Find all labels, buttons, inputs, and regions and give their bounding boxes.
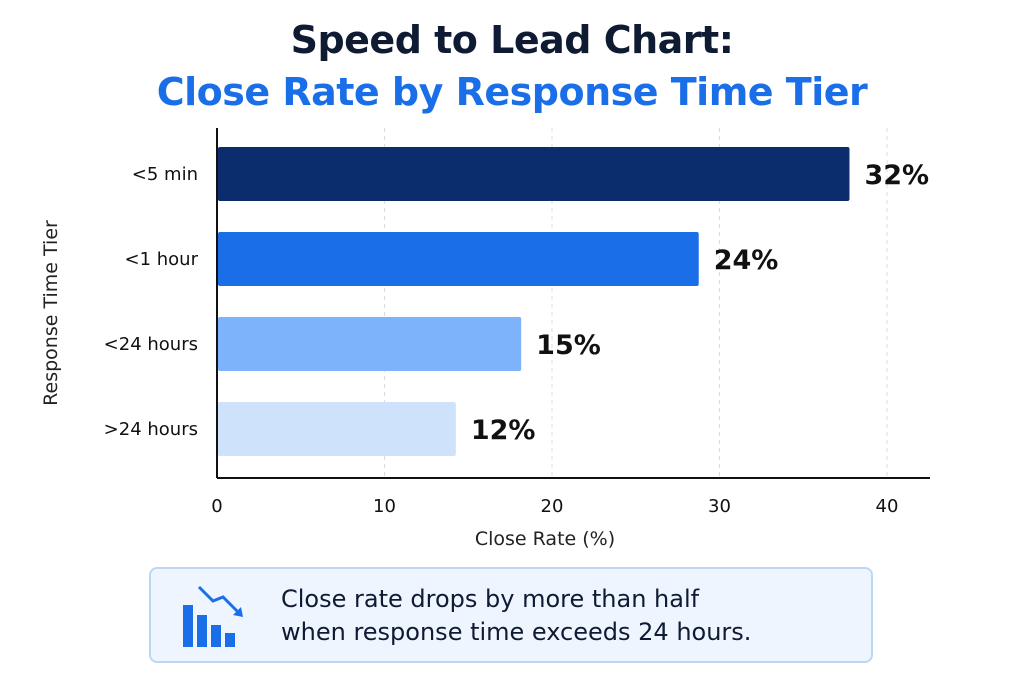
value-label: 12%	[471, 415, 536, 446]
value-label: 24%	[714, 245, 779, 276]
bar	[218, 317, 522, 371]
x-tick-label: 30	[708, 496, 731, 517]
category-label: <5 min	[132, 164, 198, 185]
bar	[218, 402, 456, 456]
declining-bar-chart-icon	[183, 585, 243, 647]
value-label: 15%	[536, 330, 601, 361]
callout-line-2: when response time exceeds 24 hours.	[281, 618, 752, 646]
bar	[218, 147, 850, 201]
chart-title: Speed to Lead Chart:	[290, 18, 734, 62]
bar-chart: <5 min 32% <1 hour 24% <24 hours 15% >24 hours…	[40, 128, 930, 550]
insight-callout: Close rate drops by more than half when …	[149, 567, 873, 663]
x-tick-label: 40	[876, 496, 899, 517]
category-label: <1 hour	[125, 249, 199, 270]
category-label: >24 hours	[104, 419, 198, 440]
callout-text: Close rate drops by more than half when …	[281, 583, 861, 649]
x-tick-label: 20	[541, 496, 564, 517]
y-axis-label: Response Time Tier	[40, 220, 62, 406]
callout-line-1: Close rate drops by more than half	[281, 585, 700, 613]
bar	[218, 232, 699, 286]
category-label: <24 hours	[104, 334, 198, 355]
x-tick-label: 10	[373, 496, 396, 517]
x-tick-label: 0	[211, 496, 222, 517]
x-axis-label: Close Rate (%)	[475, 528, 615, 550]
chart-subtitle: Close Rate by Response Time Tier	[156, 70, 868, 114]
value-label: 32%	[864, 160, 929, 191]
